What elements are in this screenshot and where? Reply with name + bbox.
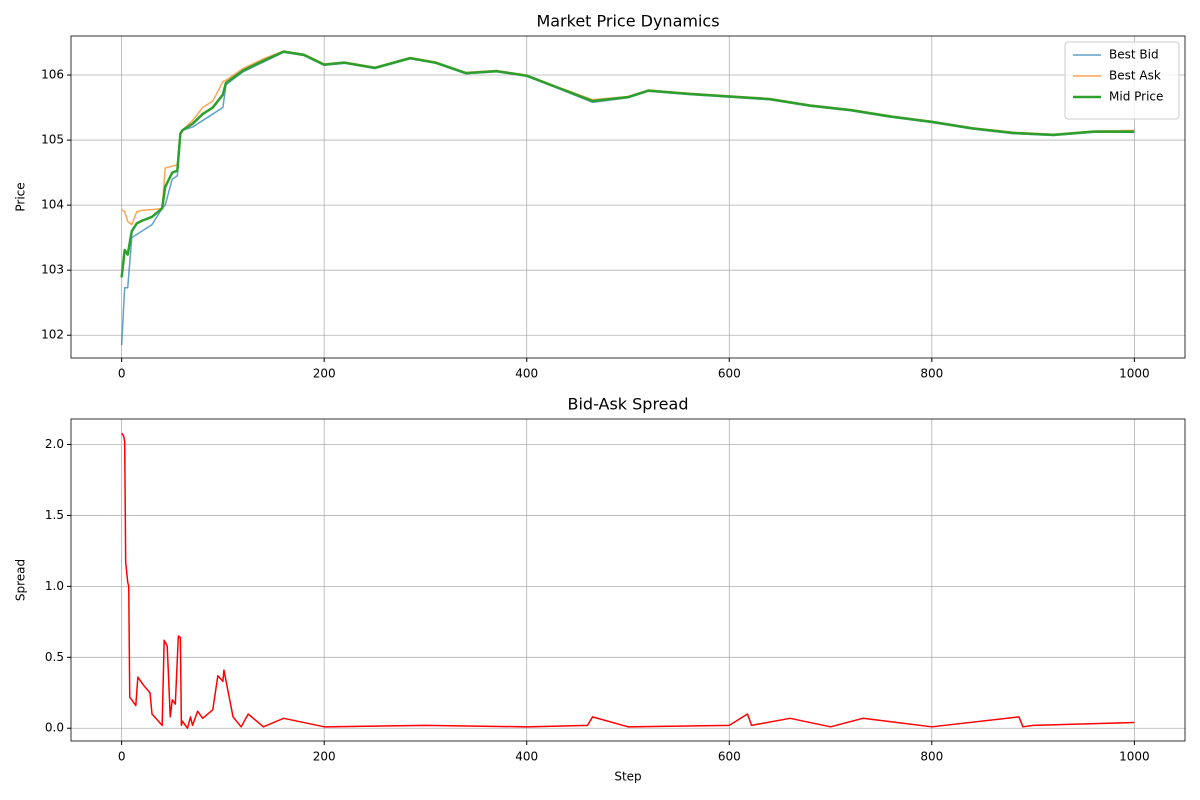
x-tick-label: 400 <box>515 367 538 381</box>
chart-title: Market Price Dynamics <box>536 12 719 31</box>
legend-box <box>1064 41 1180 120</box>
x-tick-label: 600 <box>718 367 741 381</box>
x-tick-label: 0 <box>118 750 126 764</box>
axes-frame <box>70 35 1186 359</box>
x-tick-label: 200 <box>313 367 336 381</box>
y-tick-label: 103 <box>41 263 64 277</box>
series-line <box>121 432 1135 729</box>
y-tick-label: 2.0 <box>45 437 64 451</box>
y-tick-label: 0.0 <box>45 721 64 735</box>
x-axis-label: Step <box>614 770 641 784</box>
y-axis-label: Spread <box>14 559 28 601</box>
x-tick-label: 0 <box>118 367 126 381</box>
x-tick-label: 1000 <box>1119 750 1150 764</box>
y-tick-label: 104 <box>41 198 64 212</box>
y-tick-label: 1.0 <box>45 579 64 593</box>
y-tick-label: 1.5 <box>45 508 64 522</box>
y-axis-label: Price <box>14 182 28 211</box>
legend-label: Best Ask <box>1109 69 1161 83</box>
x-tick-label: 800 <box>920 367 943 381</box>
y-tick-label: 106 <box>41 68 64 82</box>
series-line <box>120 50 1135 278</box>
y-tick-label: 105 <box>41 133 64 147</box>
chart-title: Bid-Ask Spread <box>568 395 689 414</box>
legend-label: Best Bid <box>1109 48 1159 62</box>
x-tick-label: 1000 <box>1119 367 1150 381</box>
x-tick-label: 200 <box>313 750 336 764</box>
y-tick-label: 102 <box>41 328 64 342</box>
series-line <box>121 50 1135 226</box>
y-tick-label: 0.5 <box>45 650 64 664</box>
axes-frame <box>70 418 1186 742</box>
x-tick-label: 800 <box>920 750 943 764</box>
x-tick-label: 600 <box>718 750 741 764</box>
legend-label: Mid Price <box>1109 90 1163 104</box>
x-tick-label: 400 <box>515 750 538 764</box>
